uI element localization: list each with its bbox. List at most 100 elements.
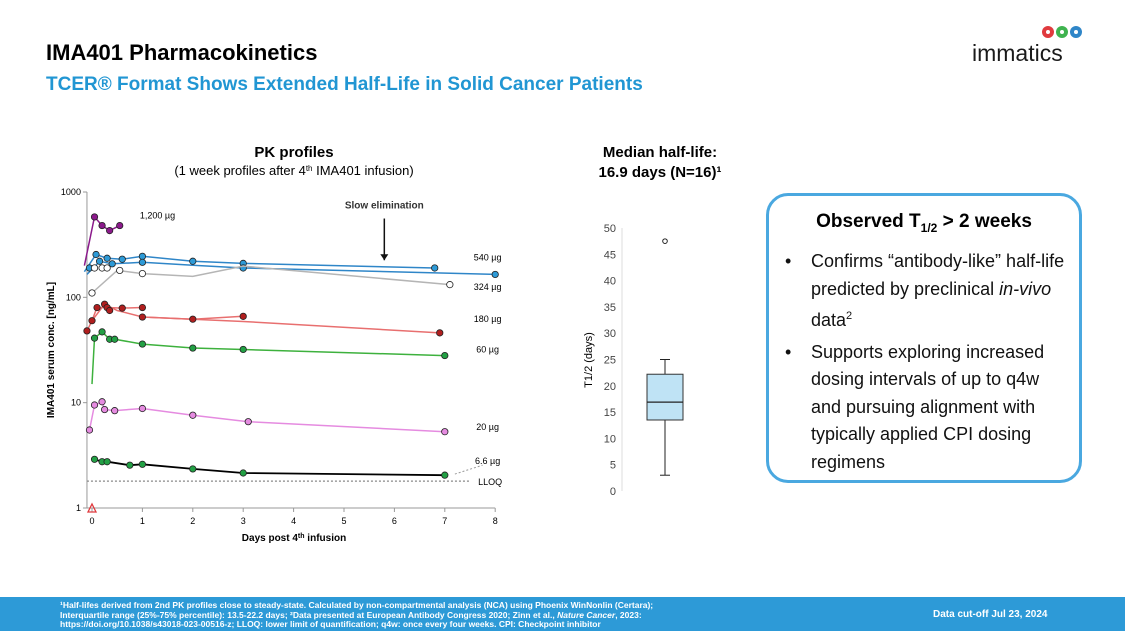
series-point xyxy=(88,289,96,297)
series-point xyxy=(111,407,119,415)
footnote-line-3: https://doi.org/10.1038/s43018-023-00516… xyxy=(60,619,601,629)
series-point xyxy=(108,260,116,268)
start-triangle-icon xyxy=(86,502,98,513)
callout-bullet-2: • Supports exploring increased dosing int… xyxy=(783,339,1067,477)
box-y-tick-label: 5 xyxy=(610,460,616,472)
bullet1-post: data xyxy=(811,310,847,330)
pk-x-tick-label: 1 xyxy=(140,516,145,526)
pk-x-tick-label: 0 xyxy=(89,516,94,526)
box-y-tick-label: 15 xyxy=(604,407,616,419)
pk-y-tick-label: 10 xyxy=(71,398,81,408)
label-connector xyxy=(454,464,483,475)
pk-x-tick-label: 5 xyxy=(341,516,346,526)
series-point xyxy=(116,266,124,275)
series-point xyxy=(431,264,439,272)
slow-elimination-label: Slow elimination xyxy=(345,200,424,211)
series-point xyxy=(90,264,99,272)
pk-y-tick-label: 1 xyxy=(76,503,81,513)
pk-chart-subtitle: (1 week profiles after 4th IMA401 infusi… xyxy=(174,163,413,178)
slide-title: IMA401 Pharmacokinetics xyxy=(46,40,318,65)
series-point xyxy=(189,315,197,323)
pk-y-tick-label: 100 xyxy=(66,292,81,302)
series-label: 180 µg xyxy=(474,314,502,324)
series-point xyxy=(111,335,119,343)
halflife-title-line2: 16.9 days (N=16)¹ xyxy=(599,164,722,181)
series-point xyxy=(138,258,146,266)
box-y-tick-label: 50 xyxy=(604,223,616,235)
pk-x-tick-label: 7 xyxy=(442,516,447,526)
footnote-line-2-text: Interquartile range (25%-75% percentile)… xyxy=(60,609,558,620)
pk-chart-title: PK profiles xyxy=(254,144,333,161)
box-y-tick-label: 0 xyxy=(610,486,616,498)
charts-canvas: PK profiles (1 week profiles after 4th I… xyxy=(46,144,722,545)
series-point xyxy=(441,428,449,436)
lloq-label: LLOQ xyxy=(478,477,502,487)
series-point xyxy=(85,426,94,434)
series-point xyxy=(98,398,106,406)
series-point xyxy=(138,303,146,312)
series-point xyxy=(189,411,197,419)
halflife-boxplot: 0 5 10 15 20 25 30 35 40 45 50 T1/2 (days) xyxy=(583,223,684,498)
bullet-icon: • xyxy=(785,341,792,362)
pk-x-tick-label: 3 xyxy=(241,516,246,526)
series-point xyxy=(118,304,126,312)
series-point xyxy=(189,465,197,473)
series-point xyxy=(103,264,111,272)
box-y-tick-label: 35 xyxy=(604,302,616,314)
series-point xyxy=(189,344,197,352)
pk-subtitle-part1: (1 week profiles after 4 xyxy=(174,163,306,178)
pk-x-axis-label: Days post 4th infusion xyxy=(242,533,346,545)
series-label: 324 µg xyxy=(474,282,502,292)
footnote-journal: Nature Cancer xyxy=(557,609,616,620)
series-point xyxy=(98,328,106,336)
footnote-line-2-end: , 2023: xyxy=(615,609,642,620)
series-label: 20 µg xyxy=(476,422,499,432)
series-point xyxy=(88,317,96,325)
box-outlier xyxy=(662,238,668,244)
series-point xyxy=(83,327,91,335)
series-point xyxy=(441,471,449,479)
pk-xlabel-part1: Days post 4 xyxy=(242,533,299,544)
series-point xyxy=(90,213,99,221)
series-line-2 xyxy=(91,265,450,294)
series-label: 540 µg xyxy=(474,252,502,262)
series-point xyxy=(103,458,111,466)
series-point xyxy=(138,404,146,413)
series-point xyxy=(118,255,126,263)
series-line-3 xyxy=(142,316,440,334)
observed-halflife-callout: Observed T1/2 > 2 weeks • Confirms “antib… xyxy=(766,193,1082,483)
series-label: 60 µg xyxy=(476,344,499,354)
series-point xyxy=(446,281,454,289)
pk-x-tick-label: 8 xyxy=(493,516,498,526)
series-point xyxy=(138,460,146,468)
series-line-3 xyxy=(86,306,143,332)
series-point xyxy=(93,303,101,312)
callout-bullets: • Confirms “antibody-like” half-life pred… xyxy=(783,248,1067,480)
logo-text: immatics xyxy=(972,40,1063,66)
pk-xlabel-sup: th xyxy=(298,533,305,540)
pk-y-tick-label: 1000 xyxy=(61,187,81,197)
callout-bullet-1: • Confirms “antibody-like” half-life pred… xyxy=(783,248,1067,335)
series-point xyxy=(106,306,114,315)
series-point xyxy=(138,270,146,278)
footnote-line-1: ¹Half-lifes derived from 2nd PK profiles… xyxy=(60,600,654,610)
series-point xyxy=(95,257,104,265)
series-line-6 xyxy=(94,458,445,477)
data-cutoff-label: Data cut-off Jul 23, 2024 xyxy=(933,609,1048,620)
callout-title-pre: Observed T xyxy=(816,211,921,232)
bullet1-text: Confirms “antibody-like” half-life predi… xyxy=(811,251,1065,299)
pk-subtitle-sup: th xyxy=(306,164,313,173)
series-point xyxy=(491,270,499,279)
footnotes: ¹Half-lifes derived from 2nd PK profiles… xyxy=(60,600,760,630)
arrow-head-icon xyxy=(380,254,389,261)
box-y-tick-label: 20 xyxy=(604,381,616,393)
bullet2-text: Supports exploring increased dosing inte… xyxy=(811,341,1045,472)
series-point xyxy=(239,345,247,354)
series-point xyxy=(126,461,134,469)
series-point xyxy=(239,469,247,477)
box-y-tick-label: 30 xyxy=(604,328,616,340)
series-label: 6.6 µg xyxy=(475,456,500,466)
box-y-tick-label: 25 xyxy=(604,355,616,367)
box-y-tick-label: 45 xyxy=(604,249,616,261)
callout-title-sub: 1/2 xyxy=(920,220,938,235)
